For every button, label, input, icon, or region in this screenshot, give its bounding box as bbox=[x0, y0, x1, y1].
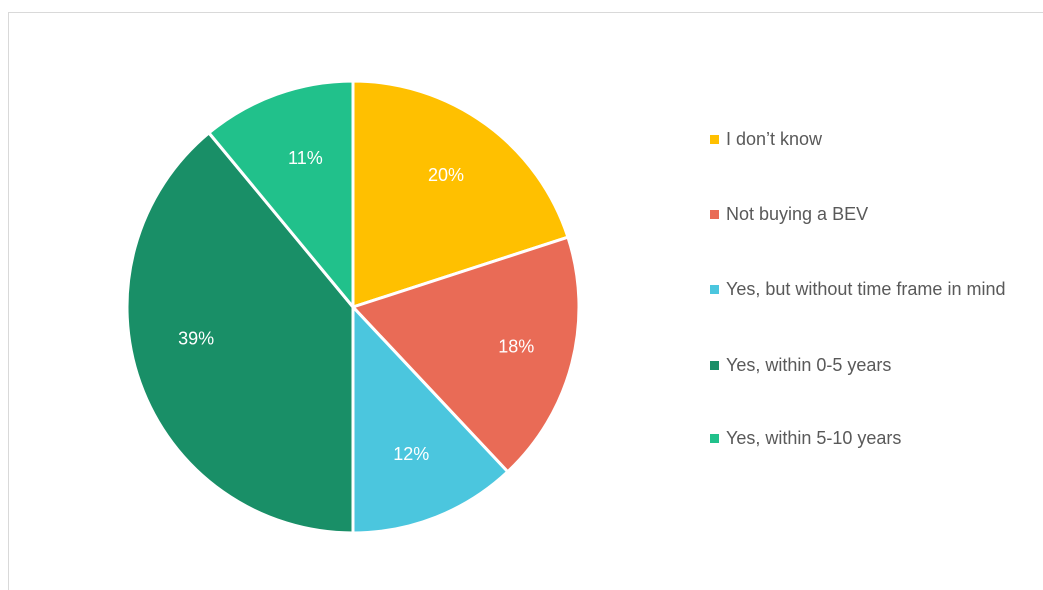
legend-item: Not buying a BEV bbox=[710, 203, 1030, 226]
pie-slice bbox=[351, 235, 581, 474]
pie-slices bbox=[125, 79, 581, 535]
legend-swatch bbox=[710, 285, 719, 294]
legend-label: I don’t know bbox=[726, 129, 823, 149]
legend-label: Yes, within 5-10 years bbox=[726, 428, 902, 448]
legend-label: Yes, within 0-5 years bbox=[726, 355, 892, 375]
pie-slice bbox=[207, 79, 355, 309]
pie-slice bbox=[351, 305, 510, 535]
pie-data-labels: 20% 18% 12% 39% 11% bbox=[178, 148, 534, 464]
legend-item: Yes, within 5-10 years bbox=[710, 427, 1030, 450]
pie-slice bbox=[351, 79, 570, 309]
legend-swatch bbox=[710, 361, 719, 370]
pie-data-label: 18% bbox=[498, 336, 534, 356]
legend-label: Yes, but without time frame in mind bbox=[726, 279, 1006, 299]
pie-data-label: 11% bbox=[288, 148, 323, 168]
legend-swatch bbox=[710, 135, 719, 144]
legend-item: Yes, but without time frame in mind bbox=[710, 278, 1030, 301]
pie-data-label: 12% bbox=[393, 444, 429, 464]
pie-slice bbox=[125, 131, 355, 535]
legend-swatch bbox=[710, 434, 719, 443]
pie-data-label: 39% bbox=[178, 329, 214, 349]
chart-area bbox=[8, 12, 1043, 590]
pie-data-label: 20% bbox=[428, 165, 464, 185]
legend-item: Yes, within 0-5 years bbox=[710, 354, 1030, 377]
legend-swatch bbox=[710, 210, 719, 219]
legend-label: Not buying a BEV bbox=[726, 204, 869, 224]
legend-item: I don’t know bbox=[710, 128, 1030, 151]
